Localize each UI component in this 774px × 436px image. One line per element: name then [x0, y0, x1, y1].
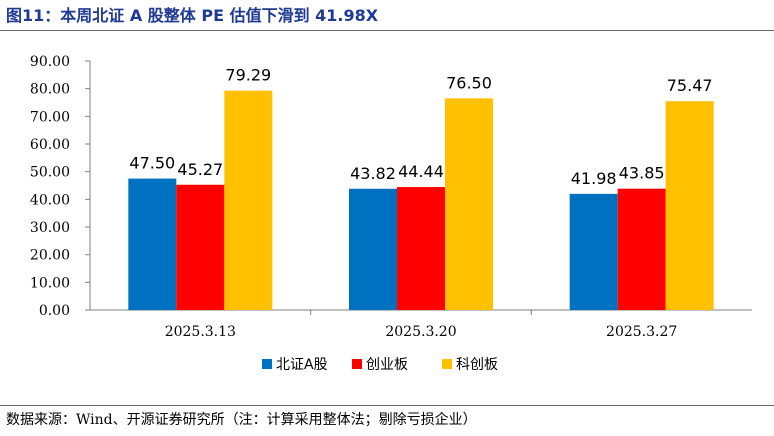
data-label: 45.27	[177, 160, 223, 179]
legend-label: 北证A股	[276, 357, 328, 373]
bar-chart: 0.00 10.00 20.00 30.00 40.00 50.00 60.00 70.00 8…	[30, 54, 752, 373]
data-label: 41.98	[571, 169, 617, 188]
data-label: 43.85	[619, 164, 665, 183]
bar	[128, 178, 177, 310]
bar	[397, 187, 445, 310]
bar	[617, 188, 666, 310]
footer-divider	[0, 405, 774, 406]
y-tick-label: 20.00	[30, 248, 70, 264]
y-tick-label: 50.00	[30, 165, 70, 181]
data-label: 44.44	[398, 162, 444, 181]
bar	[665, 101, 714, 310]
y-tick-label: 10.00	[30, 275, 70, 291]
data-label: 43.82	[350, 164, 396, 183]
y-tick-label: 30.00	[30, 220, 70, 236]
bar	[445, 98, 493, 310]
x-category-label: 2025.3.20	[385, 324, 456, 340]
x-category-label: 2025.3.27	[606, 324, 677, 340]
y-tick-label: 80.00	[30, 82, 70, 98]
bar	[224, 90, 273, 310]
legend-swatch	[262, 359, 272, 369]
bar	[569, 193, 618, 310]
y-axis: 0.00 10.00 20.00 30.00 40.00 50.00 60.00 70.00 8…	[30, 54, 91, 319]
x-axis: 2025.3.13 2025.3.20 2025.3.27	[90, 309, 752, 340]
legend-label: 创业板	[366, 357, 408, 373]
source-note: 数据来源：Wind、开源证券研究所（注：计算采用整体法；剔除亏损企业）	[6, 412, 477, 428]
y-tick-label: 60.00	[30, 137, 70, 153]
y-tick-label: 90.00	[30, 54, 70, 70]
legend-swatch	[352, 359, 362, 369]
bar	[349, 188, 397, 310]
legend-swatch	[442, 359, 452, 369]
bars	[128, 90, 714, 310]
x-category-label: 2025.3.13	[165, 324, 236, 340]
legend: 北证A股 创业板 科创板	[262, 357, 498, 373]
data-labels: 47.50 45.27 79.29 43.82 44.44 76.50 41.98 43.85…	[129, 66, 712, 188]
title-divider	[0, 30, 774, 31]
bar	[176, 184, 225, 310]
chart-title: 图11：本周北证 A 股整体 PE 估值下滑到 41.98X	[6, 6, 379, 25]
data-label: 79.29	[225, 66, 271, 85]
y-tick-label: 0.00	[39, 303, 70, 319]
data-label: 75.47	[667, 76, 713, 95]
data-label: 47.50	[129, 154, 175, 173]
legend-label: 科创板	[456, 357, 498, 373]
data-label: 76.50	[446, 73, 492, 92]
y-tick-label: 70.00	[30, 109, 70, 125]
y-tick-label: 40.00	[30, 192, 70, 208]
